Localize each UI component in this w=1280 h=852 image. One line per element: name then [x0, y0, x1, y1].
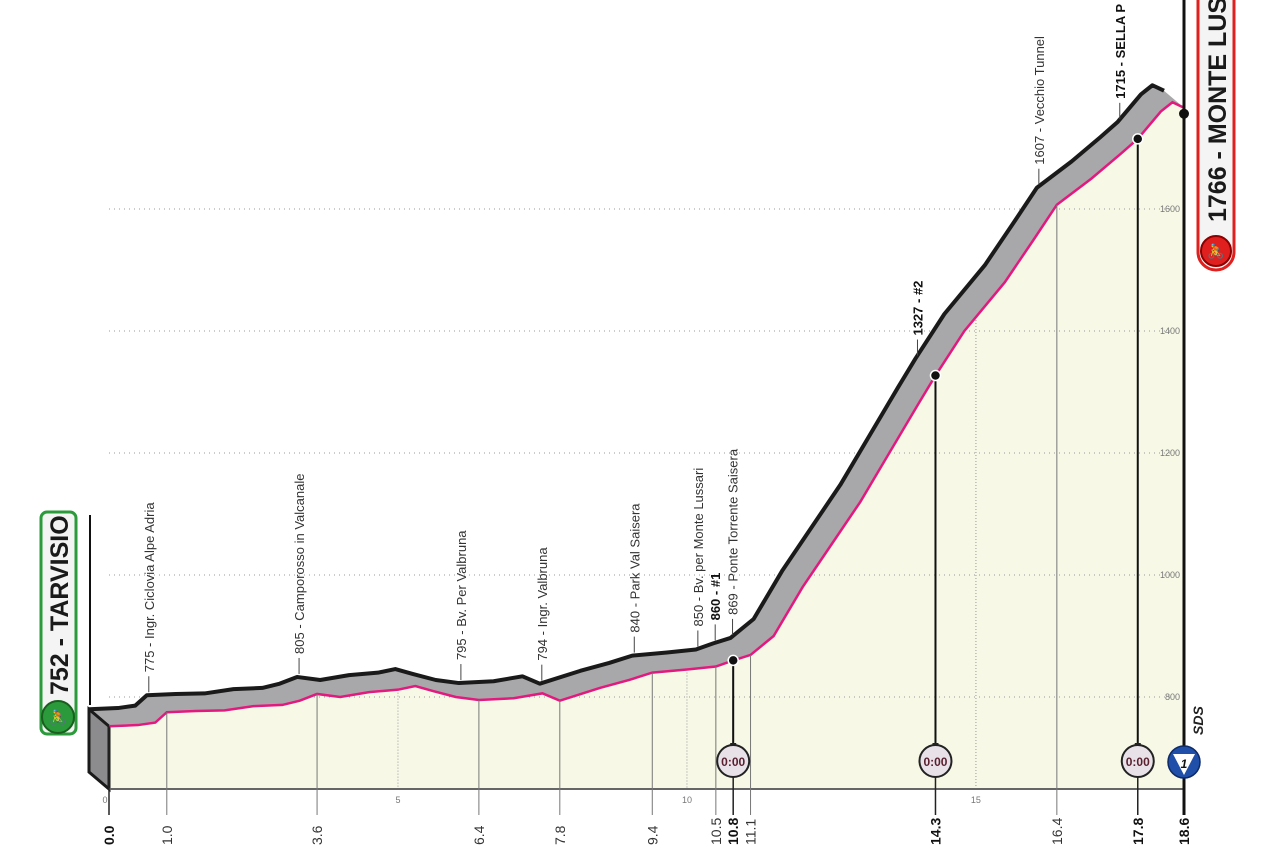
- km-marker-label: 3.6: [309, 825, 325, 845]
- gridline-label: 1000: [1160, 570, 1180, 580]
- km-marker-label: 9.4: [644, 825, 660, 845]
- time-check-dot: [1132, 133, 1144, 145]
- x-tick-label: 0: [102, 795, 107, 805]
- triangle-number: 1: [1181, 757, 1188, 771]
- sds-label: SDS: [1190, 706, 1206, 735]
- waypoint-label: 850 - Bv. per Monte Lussari: [691, 468, 706, 627]
- cyclist-finish-icon: [1200, 235, 1232, 267]
- road-line: [108, 100, 1185, 728]
- finish-label: 1766 - MONTE LUSSARI: [1204, 0, 1232, 222]
- waypoint-label: 1715 - SELLA P: [1113, 4, 1128, 99]
- km-marker-label: 17.8: [1130, 818, 1146, 845]
- gridline-label: 800: [1165, 692, 1180, 702]
- waypoint-label: 860 - #1: [708, 573, 723, 621]
- start-badge: 🚴 752 - TARVISIO: [39, 510, 78, 736]
- gridline-label: 1400: [1160, 326, 1180, 336]
- waypoint-label: 869 - Ponte Torrente Saisera: [726, 448, 741, 615]
- waypoint-label: 795 - Bv. Per Valbruna: [454, 530, 469, 660]
- stopwatch-icon: 0:00: [918, 743, 953, 778]
- waypoint-label: 840 - Park Val Saisera: [627, 503, 642, 633]
- blue-triangle-1-icon: 1: [1167, 745, 1201, 779]
- stopwatch-face: [1120, 744, 1155, 778]
- start-badge-frame: [39, 510, 78, 736]
- cyclist-start-icon: [41, 700, 75, 734]
- finish-dot: [1179, 108, 1189, 119]
- time-check-dot: [929, 369, 942, 382]
- waypoint-label: 805 - Camporosso in Valcanale: [292, 474, 307, 654]
- km-marker-label: 16.4: [1049, 818, 1065, 845]
- x-tick-label: 5: [395, 795, 400, 805]
- km-marker-label: 6.4: [471, 825, 487, 845]
- km-marker-label: 11.1: [743, 819, 759, 845]
- km-marker-label: 10.8: [725, 818, 741, 845]
- km-marker-label: 1.0: [159, 825, 175, 845]
- stopwatch-face: [918, 744, 953, 778]
- white-triangle: [1173, 754, 1195, 775]
- waypoint-label: 775 - Ingr. Ciclovia Alpe Adria: [142, 502, 157, 673]
- km-marker-label: 7.8: [552, 825, 568, 845]
- waypoint-label: 1327 - #2: [910, 281, 925, 336]
- gridline-label: 1600: [1160, 204, 1180, 214]
- km-marker-label: 18.6: [1176, 818, 1192, 845]
- km-marker-label: 10.5: [708, 818, 724, 845]
- finish-badge-frame: [1196, 0, 1236, 272]
- time-check-dot: [727, 654, 739, 667]
- time-check-label: 0:00: [721, 755, 745, 769]
- time-check-label: 0:00: [923, 755, 947, 769]
- km-marker-label: 0.0: [101, 825, 117, 845]
- waypoint-label: 1607 - Vecchio Tunnel: [1032, 36, 1047, 165]
- stopwatch-icon: 0:00: [716, 743, 751, 778]
- km-marker-label: 14.3: [927, 818, 943, 845]
- start-label: 752 - TARVISIO: [46, 515, 74, 695]
- finish-badge: 🚴 1766 - MONTE LUSSARI: [1196, 0, 1236, 272]
- stopwatch-icon: 0:00: [1120, 743, 1155, 778]
- cyclist-glyph: 🚴: [49, 709, 66, 726]
- x-tick-label: 10: [682, 795, 692, 805]
- time-check-label: 0:00: [1126, 755, 1150, 769]
- waypoint-label: 794 - Ingr. Valbruna: [535, 547, 550, 661]
- profile-outline: [88, 83, 1165, 712]
- cyclist-glyph: 🚴: [1207, 243, 1224, 260]
- profile-fill: [109, 102, 1184, 789]
- x-tick-label: 15: [971, 795, 981, 805]
- gridline-label: 1200: [1160, 448, 1180, 458]
- stopwatch-face: [716, 744, 751, 778]
